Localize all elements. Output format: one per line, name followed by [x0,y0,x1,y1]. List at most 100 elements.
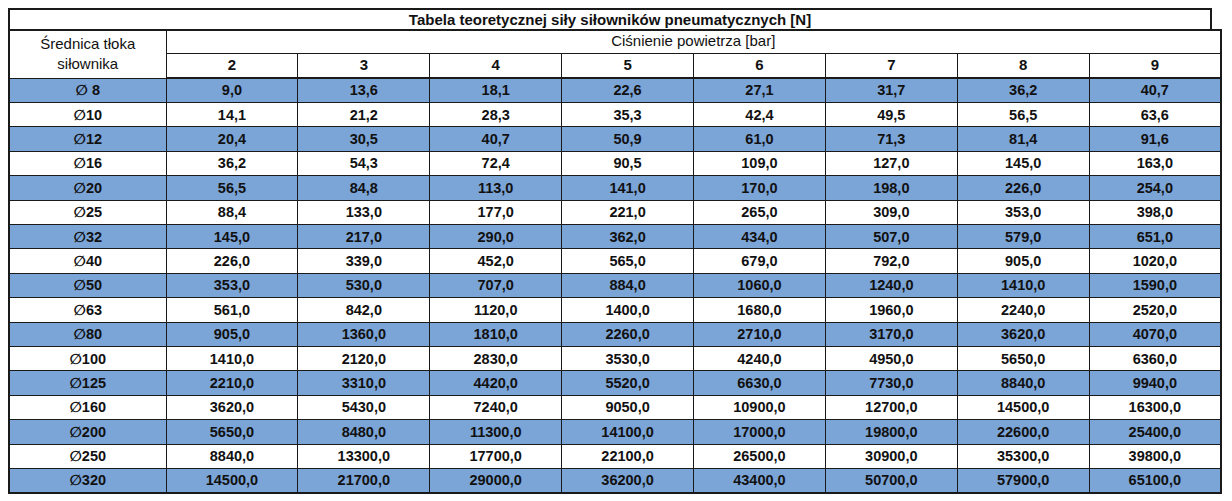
force-value-cell: 1960,0 [825,298,957,322]
force-value-cell: 226,0 [957,176,1089,200]
force-value-cell: 217,0 [298,224,430,248]
diameter-cell: ∅ 8 [9,78,166,102]
force-value-cell: 91,6 [1089,127,1221,151]
table-row: ∅32145,0217,0290,0362,0434,0507,0579,065… [9,224,1221,248]
table-row: ∅2508840,013300,017700,022100,026500,030… [9,444,1221,468]
force-value-cell: 905,0 [166,322,298,346]
force-value-cell: 21700,0 [298,469,430,494]
table-row: ∅80905,01360,01810,02260,02710,03170,036… [9,322,1221,346]
table-row: ∅2056,584,8113,0141,0170,0198,0226,0254,… [9,176,1221,200]
diameter-column-header: Średnica tłoka siłownika [9,30,166,78]
force-value-cell: 1120,0 [430,298,562,322]
diameter-cell: ∅63 [9,298,166,322]
force-value-cell: 109,0 [694,151,826,175]
force-value-cell: 18,1 [430,78,562,102]
force-value-cell: 28,3 [430,102,562,126]
force-value-cell: 31,7 [825,78,957,102]
force-value-cell: 29000,0 [430,469,562,494]
force-value-cell: 13300,0 [298,444,430,468]
force-value-cell: 26500,0 [694,444,826,468]
force-value-cell: 7730,0 [825,371,957,395]
force-value-cell: 6360,0 [1089,346,1221,370]
force-value-cell: 36,2 [166,151,298,175]
force-value-cell: 452,0 [430,249,562,273]
force-value-cell: 56,5 [957,102,1089,126]
diameter-cell: ∅100 [9,346,166,370]
force-value-cell: 22,6 [562,78,694,102]
force-value-cell: 54,3 [298,151,430,175]
diameter-cell: ∅320 [9,469,166,494]
force-value-cell: 2120,0 [298,346,430,370]
force-value-cell: 792,0 [825,249,957,273]
diameter-cell: ∅16 [9,151,166,175]
table-header: Średnica tłoka siłownika Ciśnienie powie… [9,30,1221,78]
force-value-cell: 36,2 [957,78,1089,102]
table-body: ∅ 89,013,618,122,627,131,736,240,7∅1014,… [9,78,1221,493]
pressure-values-row: 23456789 [9,53,1221,78]
table-row: ∅1603620,05430,07240,09050,010900,012700… [9,395,1221,419]
force-value-cell: 22100,0 [562,444,694,468]
table-title: Tabela teoretycznej siły siłowników pneu… [8,8,1212,31]
force-table: Średnica tłoka siłownika Ciśnienie powie… [8,29,1222,494]
force-value-cell: 565,0 [562,249,694,273]
table-row: ∅ 89,013,618,122,627,131,736,240,7 [9,78,1221,102]
force-value-cell: 9940,0 [1089,371,1221,395]
force-value-cell: 362,0 [562,224,694,248]
force-value-cell: 1360,0 [298,322,430,346]
force-value-cell: 145,0 [166,224,298,248]
force-value-cell: 30,5 [298,127,430,151]
force-value-cell: 7240,0 [430,395,562,419]
diameter-cell: ∅50 [9,273,166,297]
force-value-cell: 20,4 [166,127,298,151]
force-value-cell: 25400,0 [1089,420,1221,444]
force-value-cell: 9,0 [166,78,298,102]
force-value-cell: 133,0 [298,200,430,224]
force-value-cell: 5430,0 [298,395,430,419]
force-value-cell: 13,6 [298,78,430,102]
force-value-cell: 2260,0 [562,322,694,346]
force-value-cell: 14500,0 [166,469,298,494]
pressure-column-label: 3 [298,53,430,78]
table-row: ∅1220,430,540,750,961,071,381,491,6 [9,127,1221,151]
force-value-cell: 905,0 [957,249,1089,273]
table-row: ∅1252210,03310,04420,05520,06630,07730,0… [9,371,1221,395]
force-value-cell: 14500,0 [957,395,1089,419]
force-value-cell: 2710,0 [694,322,826,346]
force-value-cell: 1400,0 [562,298,694,322]
force-value-cell: 113,0 [430,176,562,200]
force-value-cell: 226,0 [166,249,298,273]
force-value-cell: 57900,0 [957,469,1089,494]
force-value-cell: 17700,0 [430,444,562,468]
diameter-cell: ∅40 [9,249,166,273]
diameter-cell: ∅125 [9,371,166,395]
pressure-column-label: 8 [957,53,1089,78]
force-value-cell: 8840,0 [957,371,1089,395]
force-value-cell: 14100,0 [562,420,694,444]
force-value-cell: 2830,0 [430,346,562,370]
force-value-cell: 1410,0 [166,346,298,370]
pressure-column-label: 2 [166,53,298,78]
force-value-cell: 339,0 [298,249,430,273]
force-value-cell: 10900,0 [694,395,826,419]
force-value-cell: 4070,0 [1089,322,1221,346]
force-value-cell: 221,0 [562,200,694,224]
diameter-cell: ∅12 [9,127,166,151]
force-value-cell: 353,0 [957,200,1089,224]
force-value-cell: 398,0 [1089,200,1221,224]
diameter-cell: ∅10 [9,102,166,126]
force-value-cell: 679,0 [694,249,826,273]
force-value-cell: 353,0 [166,273,298,297]
force-value-cell: 81,4 [957,127,1089,151]
diameter-cell: ∅160 [9,395,166,419]
force-value-cell: 6630,0 [694,371,826,395]
force-value-cell: 42,4 [694,102,826,126]
force-value-cell: 5650,0 [166,420,298,444]
force-value-cell: 12700,0 [825,395,957,419]
force-value-cell: 145,0 [957,151,1089,175]
force-value-cell: 35,3 [562,102,694,126]
force-value-cell: 1590,0 [1089,273,1221,297]
force-value-cell: 1680,0 [694,298,826,322]
force-value-cell: 1020,0 [1089,249,1221,273]
force-value-cell: 84,8 [298,176,430,200]
force-value-cell: 163,0 [1089,151,1221,175]
